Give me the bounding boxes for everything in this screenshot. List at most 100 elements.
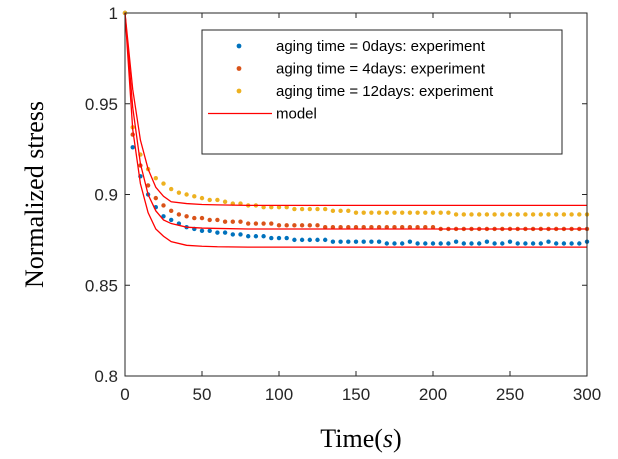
data-point [323, 206, 328, 212]
data-point [546, 212, 551, 217]
legend-box [201, 29, 563, 155]
data-point [307, 237, 312, 243]
data-point [338, 208, 343, 214]
data-point [438, 241, 443, 246]
data-point [192, 215, 197, 221]
y-axis-title: Normalized stress [20, 101, 49, 288]
data-point [361, 210, 366, 215]
data-point [384, 224, 389, 230]
legend-entry: aging time = 0days: experiment [276, 38, 486, 55]
plot-marks [122, 10, 590, 248]
data-point [284, 205, 289, 210]
data-point [269, 235, 274, 241]
data-point [292, 237, 297, 243]
data-point [222, 199, 228, 204]
data-point [284, 235, 289, 241]
model-curve-0 [124, 12, 587, 248]
data-point [376, 210, 382, 215]
data-point [453, 212, 459, 217]
data-point [407, 210, 413, 215]
data-point [292, 223, 297, 228]
data-point [369, 210, 374, 215]
data-point [184, 214, 189, 219]
data-point [330, 239, 336, 244]
data-point [392, 224, 397, 230]
data-point [153, 175, 158, 181]
data-point [346, 239, 351, 244]
data-point [384, 241, 389, 246]
legend-marker [236, 66, 242, 71]
series-1-points [122, 10, 590, 232]
data-point [207, 228, 212, 233]
x-axis-title-text: Time( [320, 424, 383, 453]
data-point [492, 241, 497, 246]
data-point [292, 206, 297, 212]
data-point [492, 212, 497, 217]
data-point [569, 241, 574, 246]
data-point [446, 210, 451, 215]
data-point [376, 239, 382, 244]
data-point [338, 224, 343, 230]
y-tick-label: 0.85 [85, 276, 118, 295]
data-point [323, 224, 328, 230]
x-tick-label: 300 [573, 385, 601, 404]
legend-entry: aging time = 12days: experiment [276, 83, 494, 100]
data-point [423, 241, 428, 246]
data-point [392, 210, 397, 215]
data-point [430, 224, 436, 230]
data-point [538, 241, 543, 246]
data-point [538, 212, 543, 217]
data-point [353, 239, 359, 244]
model-curve-2 [124, 12, 587, 207]
data-point [407, 224, 413, 230]
data-point [199, 228, 205, 233]
data-point [315, 237, 320, 243]
data-point [438, 210, 443, 215]
data-point [546, 239, 551, 244]
data-point [215, 230, 220, 235]
data-point [276, 223, 282, 228]
data-point [315, 206, 320, 212]
data-point [199, 215, 205, 221]
data-point [161, 214, 166, 219]
data-point [400, 210, 405, 215]
data-point [230, 232, 235, 237]
data-point [523, 212, 528, 217]
data-point [461, 241, 466, 246]
data-point [246, 234, 251, 239]
data-point [130, 145, 135, 150]
x-tick-label: 200 [419, 385, 447, 404]
data-point [161, 203, 166, 208]
data-point [169, 208, 174, 214]
data-point [346, 224, 351, 230]
legend-marker [236, 43, 242, 49]
data-point [554, 212, 559, 217]
data-point [530, 241, 536, 246]
data-point [238, 232, 243, 237]
data-point [430, 210, 436, 215]
data-point [530, 212, 536, 217]
data-point [392, 241, 397, 246]
data-point [269, 221, 274, 226]
data-point [507, 239, 513, 244]
x-tick-label: 250 [496, 385, 524, 404]
data-point [261, 221, 266, 226]
data-point [230, 219, 235, 224]
data-point [577, 212, 582, 217]
axis-ticks: 0 50 100 150 200 250 300 0.8 0.85 0.9 0.95 1 [85, 4, 601, 404]
data-point [353, 224, 359, 230]
data-point [353, 210, 359, 215]
data-point [446, 241, 451, 246]
data-point [222, 230, 228, 235]
y-tick-label: 0.9 [94, 186, 118, 205]
data-point [269, 205, 274, 210]
data-point [207, 197, 212, 203]
data-point [423, 224, 428, 230]
data-point [238, 219, 243, 224]
data-point [400, 224, 405, 230]
data-point [338, 239, 343, 244]
legend: aging time = 0days: experiment aging time… [201, 29, 563, 155]
series-2-points [122, 10, 590, 217]
model-curve-1 [124, 12, 587, 230]
data-point [577, 241, 582, 246]
